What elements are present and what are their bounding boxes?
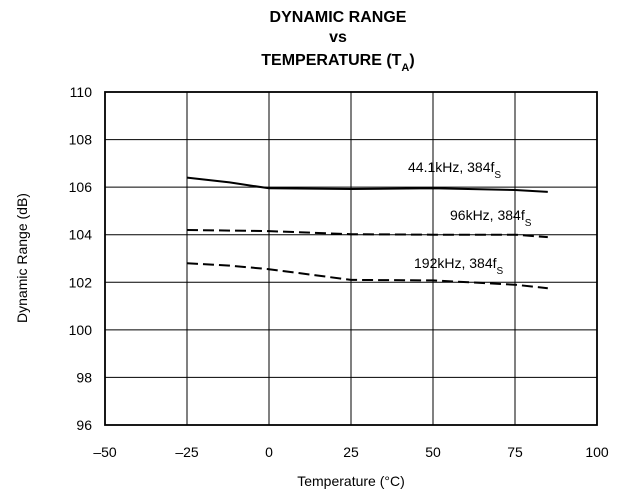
series-label-3: 192kHz, 384fS [414, 255, 504, 277]
series-annotations: 44.1kHz, 384fS 96kHz, 384fS 192kHz, 384fS [408, 159, 532, 277]
x-tick-label: 25 [343, 444, 359, 460]
x-tick-label: –25 [175, 444, 199, 460]
y-tick-label: 96 [76, 417, 92, 433]
y-tick-label: 110 [70, 84, 93, 100]
y-tick-label: 102 [69, 274, 93, 290]
x-tick-label: –50 [93, 444, 117, 460]
plot-frame [104, 91, 598, 426]
y-tick-label: 108 [69, 132, 93, 148]
series-line-3 [186, 262, 548, 290]
y-tick-label: 104 [69, 227, 93, 243]
series-line-2 [186, 229, 548, 239]
y-tick-label: 100 [69, 322, 93, 338]
series-line-1 [186, 176, 548, 193]
series-label-1: 44.1kHz, 384fS [408, 159, 501, 181]
y-tick-label: 98 [76, 369, 92, 385]
x-tick-labels: –50 –25 0 25 50 75 100 [93, 444, 609, 460]
x-axis-label: Temperature (°C) [297, 473, 405, 489]
grid [105, 92, 597, 425]
series-label-2: 96kHz, 384fS [450, 207, 532, 229]
x-tick-label: 100 [585, 444, 609, 460]
x-tick-label: 50 [425, 444, 441, 460]
x-tick-label: 75 [507, 444, 523, 460]
title-line-1: DYNAMIC RANGE [270, 9, 407, 26]
title-line-3: TEMPERATURE (TA) [261, 52, 414, 74]
x-tick-label: 0 [265, 444, 273, 460]
chart-title: DYNAMIC RANGE vs TEMPERATURE (TA) [261, 9, 414, 74]
y-axis-label: Dynamic Range (dB) [14, 193, 30, 323]
y-tick-label: 106 [69, 179, 93, 195]
series-group [186, 176, 548, 290]
y-tick-labels: 96 98 100 102 104 106 108 110 [69, 84, 93, 433]
title-line-2: vs [329, 29, 347, 46]
